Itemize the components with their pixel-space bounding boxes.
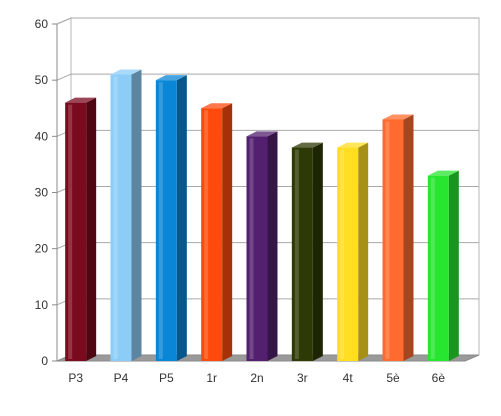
x-tick-label: 2n [250, 371, 263, 385]
bar [382, 114, 414, 361]
bar [201, 103, 233, 361]
y-tick-label: 40 [35, 129, 49, 143]
y-tick-label: 0 [41, 354, 48, 368]
bar-front [201, 108, 223, 361]
bar-side [86, 97, 97, 361]
bar [110, 69, 142, 362]
bar-side [312, 142, 323, 361]
bar-front [337, 147, 359, 361]
bar-top [110, 69, 142, 75]
x-tick-label: 1r [206, 371, 217, 385]
bar-front [110, 74, 132, 362]
y-tick-label: 20 [35, 242, 49, 256]
y-axis-ticks: 0 10 20 30 40 50 60 [35, 17, 58, 368]
x-tick-label: P3 [68, 371, 83, 385]
gridline [56, 17, 479, 25]
bar [65, 97, 97, 361]
y-tick-label: 50 [35, 73, 49, 87]
x-tick-label: 4t [343, 371, 354, 385]
x-tick-label: P5 [159, 371, 174, 385]
bar-front [427, 175, 449, 361]
bar-front [155, 80, 177, 362]
bar-highlight [294, 149, 299, 359]
bar-side [403, 114, 414, 361]
gridline [56, 73, 479, 81]
bar-highlight [158, 82, 163, 360]
x-tick-label: P4 [114, 371, 129, 385]
bar [155, 75, 187, 362]
bar-front [246, 136, 268, 361]
bar [246, 131, 278, 361]
bar [427, 170, 459, 361]
bar-highlight [430, 177, 435, 359]
bar-highlight [68, 104, 73, 359]
bar-highlight [249, 138, 254, 359]
x-axis-ticks: P3 P4 P5 1r 2n 3r 4t 5è 6è [68, 371, 445, 385]
bar-side [267, 131, 278, 361]
bar-side [176, 75, 187, 362]
bar-top [246, 131, 278, 137]
x-tick-label: 3r [297, 371, 308, 385]
bar-front [382, 119, 404, 361]
x-tick-label: 6è [432, 371, 446, 385]
bar-front [65, 102, 87, 361]
x-tick-label: 5è [386, 371, 400, 385]
bar-top [155, 75, 187, 81]
bar [291, 142, 323, 361]
bars [65, 69, 459, 362]
bar-side [358, 142, 369, 361]
y-tick-label: 60 [35, 17, 49, 31]
bar-top [201, 103, 233, 109]
bar-highlight [340, 149, 345, 359]
bar-top [427, 170, 459, 176]
bar-top [65, 97, 97, 103]
bar-top [337, 142, 369, 148]
bar-side [222, 103, 233, 361]
bar-front [291, 147, 313, 361]
y-tick-label: 10 [35, 298, 49, 312]
bar-side [131, 69, 142, 362]
bar [337, 142, 369, 361]
bar-side [448, 170, 459, 361]
bar-top [291, 142, 323, 148]
bar-highlight [385, 121, 390, 359]
bar-highlight [204, 110, 209, 359]
bar-top [382, 114, 414, 120]
bar-highlight [113, 76, 118, 360]
y-tick-label: 30 [35, 186, 49, 200]
